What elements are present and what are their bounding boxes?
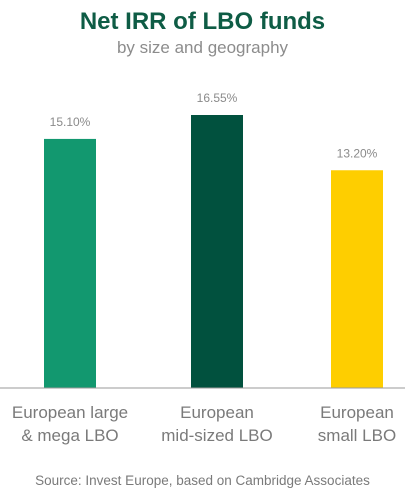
category-label-3: European [320,403,394,422]
chart-title: Net IRR of LBO funds [79,8,326,35]
chart-subtitle: by size and geography [116,38,289,57]
value-label-1: 15.10% [50,115,91,129]
bar-2 [191,115,243,388]
category-label-1: European large [12,403,128,422]
source-note: Source: Invest Europe, based on Cambridg… [35,473,370,488]
bar-3 [331,170,383,388]
value-label-3: 13.20% [337,146,378,160]
category-label-2: European [180,403,254,422]
category-label-3: small LBO [318,426,396,445]
category-label-1: & mega LBO [21,426,118,445]
category-label-2: mid-sized LBO [161,426,272,445]
bar-1 [44,138,96,388]
value-label-2: 16.55% [197,91,238,105]
